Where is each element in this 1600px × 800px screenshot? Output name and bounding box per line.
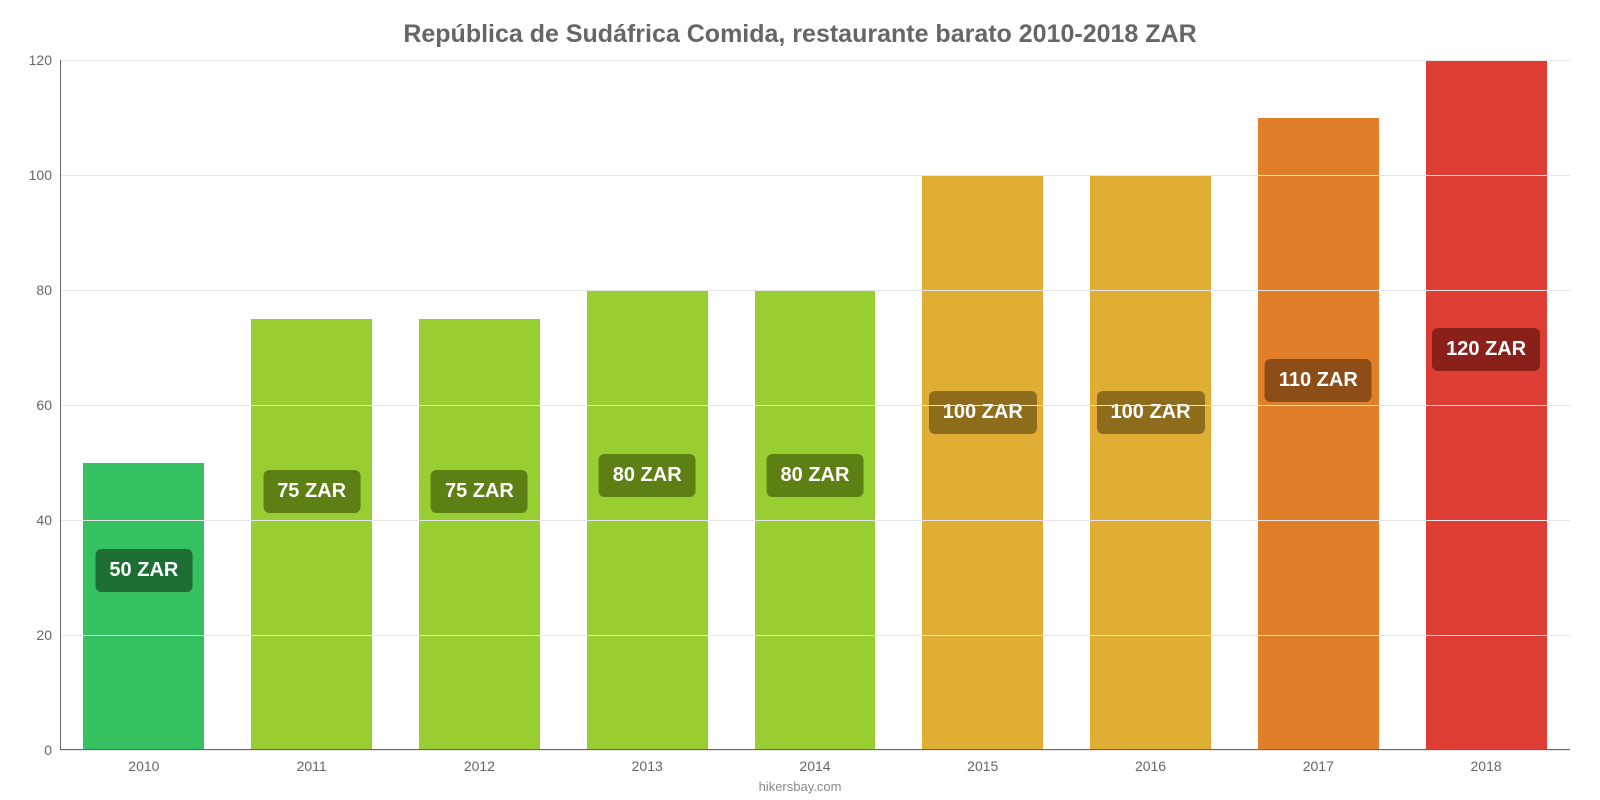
x-tick-label: 2014: [731, 750, 899, 774]
x-tick-label: 2016: [1067, 750, 1235, 774]
x-axis-line: [60, 749, 1570, 750]
grid-line: [60, 60, 1570, 61]
grid-line: [60, 750, 1570, 751]
bar-value-label: 100 ZAR: [1097, 391, 1205, 434]
y-tick-label: 80: [12, 282, 60, 298]
bar: [1090, 175, 1211, 750]
y-tick-label: 20: [12, 627, 60, 643]
bar-value-label: 120 ZAR: [1432, 328, 1540, 371]
grid-line: [60, 520, 1570, 521]
plot-area: 50 ZAR201075 ZAR201175 ZAR201280 ZAR2013…: [60, 60, 1570, 750]
bar: [419, 319, 540, 750]
y-axis-line: [60, 60, 61, 750]
x-tick-label: 2012: [396, 750, 564, 774]
y-tick-label: 0: [12, 742, 60, 758]
bar-value-label: 75 ZAR: [263, 470, 360, 513]
x-tick-label: 2011: [228, 750, 396, 774]
y-tick-label: 120: [12, 52, 60, 68]
bar-value-label: 80 ZAR: [599, 454, 696, 497]
bar-value-label: 80 ZAR: [767, 454, 864, 497]
bar: [251, 319, 372, 750]
grid-line: [60, 405, 1570, 406]
y-tick-label: 100: [12, 167, 60, 183]
grid-line: [60, 175, 1570, 176]
grid-line: [60, 290, 1570, 291]
bar-value-label: 100 ZAR: [929, 391, 1037, 434]
chart-title: República de Sudáfrica Comida, restauran…: [0, 0, 1600, 49]
x-tick-label: 2010: [60, 750, 228, 774]
y-tick-label: 60: [12, 397, 60, 413]
y-tick-label: 40: [12, 512, 60, 528]
bar-value-label: 50 ZAR: [95, 549, 192, 592]
x-tick-label: 2018: [1402, 750, 1570, 774]
chart-container: República de Sudáfrica Comida, restauran…: [0, 0, 1600, 800]
bar-value-label: 75 ZAR: [431, 470, 528, 513]
x-tick-label: 2015: [899, 750, 1067, 774]
bar-value-label: 110 ZAR: [1265, 359, 1372, 402]
bar: [1258, 118, 1379, 751]
x-tick-label: 2017: [1234, 750, 1402, 774]
x-tick-label: 2013: [563, 750, 731, 774]
bar: [83, 463, 204, 751]
chart-footer: hikersbay.com: [0, 779, 1600, 794]
grid-line: [60, 635, 1570, 636]
bar: [922, 175, 1043, 750]
